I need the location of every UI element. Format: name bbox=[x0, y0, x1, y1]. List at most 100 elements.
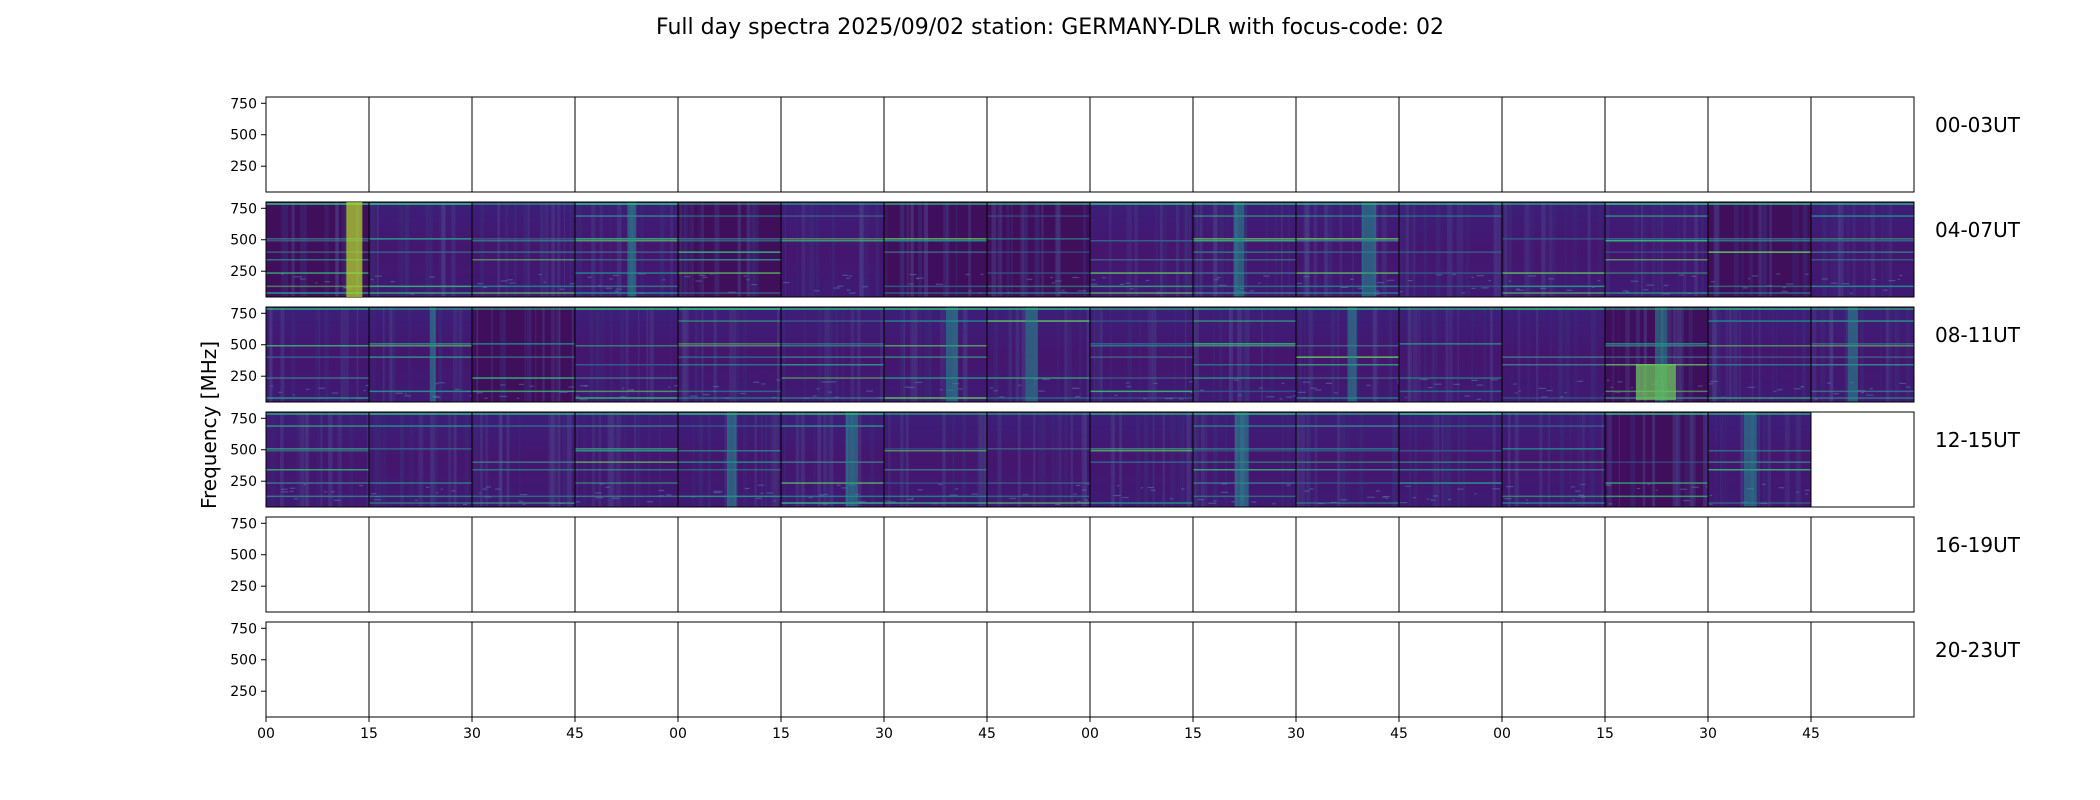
spectrogram-panel bbox=[677, 621, 782, 718]
x-tick-label: 45 bbox=[1390, 726, 1408, 742]
spectrogram-panel bbox=[986, 516, 1091, 613]
row-label: 08-11UT bbox=[1935, 323, 2021, 347]
spectrogram-panel bbox=[265, 621, 370, 718]
spectrogram-panel bbox=[574, 201, 679, 298]
spectrogram-panel bbox=[1501, 96, 1606, 193]
spectrogram-panel bbox=[1089, 516, 1194, 613]
spectrogram-panel bbox=[677, 306, 784, 403]
spectrogram-panel bbox=[1089, 306, 1198, 403]
spectrogram-panel bbox=[368, 201, 473, 298]
y-tick-label: 500 bbox=[230, 338, 257, 354]
y-tick-label: 750 bbox=[230, 411, 257, 427]
spectrogram-panel bbox=[1295, 201, 1400, 298]
spectrogram-panel bbox=[1192, 411, 1297, 508]
spectrogram-panel bbox=[1707, 306, 1812, 403]
spectrogram-panel bbox=[1707, 621, 1812, 718]
y-axis-label: Frequency [MHz] bbox=[197, 341, 221, 509]
spectrogram-panel bbox=[1501, 411, 1606, 508]
x-tick-label: 15 bbox=[1596, 726, 1614, 742]
x-tick-label: 00 bbox=[669, 726, 687, 742]
spectrogram-panel bbox=[1707, 516, 1812, 613]
spectrogram-panel bbox=[1501, 306, 1612, 403]
spectrogram-panel bbox=[986, 621, 1091, 718]
spectrogram-panel bbox=[471, 621, 576, 718]
y-tick-label: 500 bbox=[230, 233, 257, 249]
spectrogram-panel bbox=[1295, 306, 1403, 403]
spectrogram-panel bbox=[265, 516, 370, 613]
spectrogram-panel bbox=[471, 411, 576, 508]
x-tick-label: 30 bbox=[1699, 726, 1717, 742]
spectrogram-panel bbox=[883, 96, 988, 193]
y-tick-label: 750 bbox=[230, 306, 257, 322]
burst-highlight bbox=[346, 202, 363, 297]
y-tick-label: 250 bbox=[230, 264, 257, 280]
x-tick-label: 30 bbox=[1287, 726, 1305, 742]
spectrogram-panel bbox=[780, 306, 885, 403]
spectrogram-panel bbox=[883, 306, 988, 403]
spectrogram-panel bbox=[780, 96, 885, 193]
spectrogram-panel bbox=[574, 411, 679, 508]
spectrogram-panel bbox=[780, 201, 885, 298]
spectrogram-panel bbox=[368, 96, 473, 193]
spectrogram-panel bbox=[1089, 621, 1194, 718]
spectrogram-panel bbox=[1295, 516, 1400, 613]
spectrogram-panel bbox=[1810, 201, 1915, 298]
spectrogram-panel bbox=[1295, 411, 1400, 508]
spectrogram-panel bbox=[1398, 96, 1503, 193]
spectrogram-panel bbox=[1501, 621, 1606, 718]
spectrogram-panel bbox=[1501, 516, 1606, 613]
spectrogram-panel bbox=[1707, 96, 1812, 193]
spectrogram-panel bbox=[1192, 516, 1297, 613]
spectrogram-panel bbox=[1604, 411, 1710, 508]
y-tick-label: 250 bbox=[230, 474, 257, 490]
spectrogram-panel bbox=[1192, 621, 1297, 718]
spectrogram-panel bbox=[677, 516, 782, 613]
row-label: 12-15UT bbox=[1935, 428, 2021, 452]
spectrogram-panel bbox=[1707, 411, 1812, 508]
spectrogram-panel bbox=[1604, 201, 1709, 298]
row-label: 00-03UT bbox=[1935, 113, 2021, 137]
spectrogram-panel bbox=[574, 96, 679, 193]
spectrogram-panel bbox=[1089, 96, 1194, 193]
spectrogram-panel bbox=[1089, 201, 1194, 298]
row-label: 04-07UT bbox=[1935, 218, 2021, 242]
y-tick-label: 250 bbox=[230, 369, 257, 385]
y-tick-label: 500 bbox=[230, 443, 257, 459]
x-tick-label: 00 bbox=[257, 726, 275, 742]
spectrogram-panel bbox=[1810, 621, 1915, 718]
spectrogram-panel bbox=[471, 516, 576, 613]
x-tick-label: 00 bbox=[1493, 726, 1511, 742]
spectrogram-panel bbox=[986, 201, 1091, 298]
spectrogram-panel bbox=[883, 411, 988, 508]
spectrogram-panel bbox=[677, 96, 782, 193]
spectrogram-panel bbox=[471, 306, 577, 403]
spectrogram-panel bbox=[368, 411, 473, 508]
spectrogram-panel bbox=[883, 516, 988, 613]
x-tick-label: 15 bbox=[772, 726, 790, 742]
y-tick-label: 500 bbox=[230, 653, 257, 669]
chart-title: Full day spectra 2025/09/02 station: GER… bbox=[656, 15, 1444, 40]
spectrogram-panel bbox=[574, 516, 679, 613]
spectrogram-panel bbox=[1501, 201, 1613, 298]
spectrogram-panel bbox=[471, 96, 576, 193]
y-tick-label: 250 bbox=[230, 159, 257, 175]
spectrogram-panel bbox=[265, 96, 370, 193]
x-tick-label: 15 bbox=[360, 726, 378, 742]
spectrogram-panel bbox=[677, 201, 783, 298]
spectrogram-panel bbox=[1604, 516, 1709, 613]
plot-area: 750 500 250 00-03UT 750 500 250 04-07UT 750 500 25… bbox=[230, 96, 2020, 742]
spectrogram-panel bbox=[574, 306, 680, 403]
spectrogram-panel bbox=[883, 201, 994, 298]
spectrogram-panel bbox=[574, 621, 679, 718]
spectrogram-panel bbox=[1810, 306, 1915, 403]
x-tick-label: 45 bbox=[1802, 726, 1820, 742]
spectrogram-panel bbox=[1707, 201, 1812, 298]
row-label: 16-19UT bbox=[1935, 533, 2021, 557]
spectrogram-panel bbox=[1089, 411, 1200, 508]
spectrogram-panel bbox=[883, 621, 988, 718]
spectrogram-panel bbox=[1398, 621, 1503, 718]
spectrogram-panel bbox=[1192, 96, 1297, 193]
spectrogram-panel bbox=[1398, 306, 1503, 403]
